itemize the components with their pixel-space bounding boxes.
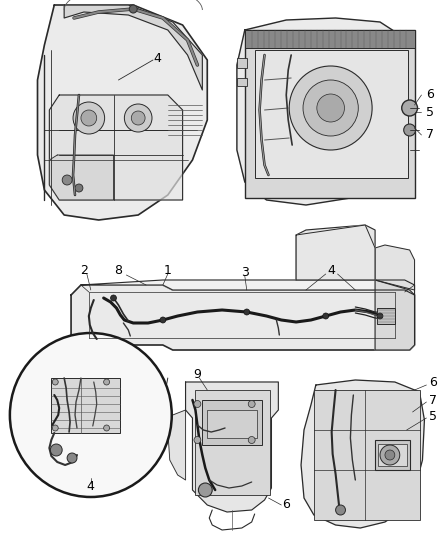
Polygon shape [375, 280, 414, 350]
Text: 9: 9 [194, 367, 201, 381]
Polygon shape [49, 95, 183, 200]
Bar [254, 50, 408, 178]
Circle shape [323, 313, 328, 319]
Text: 8: 8 [114, 263, 123, 277]
Circle shape [289, 66, 372, 150]
Circle shape [50, 444, 62, 456]
Bar [245, 30, 414, 198]
Circle shape [110, 295, 117, 301]
Bar [314, 390, 420, 520]
Polygon shape [38, 5, 207, 220]
Circle shape [380, 445, 400, 465]
Polygon shape [301, 380, 424, 528]
Circle shape [198, 483, 212, 497]
Circle shape [73, 102, 105, 134]
Text: 4: 4 [328, 263, 336, 277]
Circle shape [402, 100, 417, 116]
Circle shape [377, 313, 383, 319]
Polygon shape [296, 225, 375, 280]
Circle shape [248, 400, 255, 408]
Bar [237, 78, 247, 86]
Polygon shape [71, 285, 414, 350]
Circle shape [244, 309, 250, 315]
Bar [207, 410, 257, 438]
Polygon shape [49, 155, 113, 200]
Circle shape [10, 333, 172, 497]
Text: 6: 6 [283, 498, 290, 512]
Polygon shape [64, 5, 202, 90]
Polygon shape [237, 18, 414, 205]
Bar [375, 440, 410, 470]
Bar [195, 390, 270, 495]
Circle shape [129, 5, 137, 13]
Text: 7: 7 [427, 128, 434, 141]
Circle shape [160, 317, 166, 323]
Bar [51, 378, 120, 433]
Circle shape [52, 425, 58, 431]
Text: 1: 1 [164, 263, 172, 277]
Polygon shape [296, 225, 375, 280]
Circle shape [75, 184, 83, 192]
Polygon shape [168, 410, 186, 480]
Circle shape [62, 175, 72, 185]
Text: 5: 5 [429, 409, 438, 423]
Circle shape [104, 379, 110, 385]
Bar [202, 400, 261, 445]
Text: 3: 3 [241, 265, 249, 279]
Circle shape [124, 104, 152, 132]
Circle shape [104, 425, 110, 431]
Text: 2: 2 [80, 263, 88, 277]
Circle shape [385, 450, 395, 460]
Circle shape [81, 110, 97, 126]
Bar [245, 30, 414, 48]
Circle shape [303, 80, 358, 136]
Circle shape [52, 379, 58, 385]
Text: 7: 7 [429, 393, 438, 407]
Circle shape [67, 453, 77, 463]
Bar [237, 58, 247, 68]
Circle shape [194, 400, 201, 408]
Text: 4: 4 [153, 52, 161, 64]
Bar [378, 444, 406, 466]
Text: 6: 6 [429, 376, 437, 389]
Polygon shape [81, 280, 414, 295]
Polygon shape [375, 245, 414, 290]
Circle shape [404, 124, 416, 136]
Circle shape [131, 111, 145, 125]
Circle shape [248, 437, 255, 443]
Circle shape [317, 94, 344, 122]
Polygon shape [186, 382, 278, 512]
Bar [377, 308, 395, 324]
Circle shape [194, 437, 201, 443]
Text: 6: 6 [427, 88, 434, 101]
Text: 4: 4 [87, 481, 95, 494]
Circle shape [336, 505, 346, 515]
Text: 5: 5 [427, 106, 434, 118]
